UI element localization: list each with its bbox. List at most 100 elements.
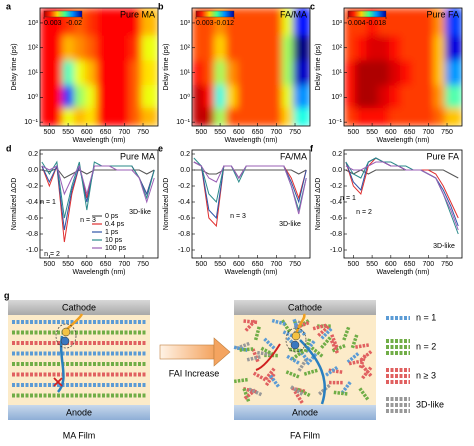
- y-tick-label: 10²: [28, 45, 39, 52]
- crystal-grain: [358, 353, 367, 369]
- y-tick-label: -0.4: [330, 199, 342, 206]
- legend-label: 0 ps: [105, 213, 119, 220]
- heatmap-cells: [344, 8, 462, 126]
- heat-cell: [344, 107, 356, 126]
- heat-cell: [433, 84, 446, 108]
- heat-cell: [248, 60, 260, 86]
- heat-cell: [259, 60, 271, 86]
- heat-cell: [422, 60, 435, 86]
- heat-cell: [293, 8, 310, 36]
- x-tick-label: 600: [81, 129, 93, 136]
- crystal-grain: [239, 347, 254, 352]
- x-tick-label: 700: [270, 129, 282, 136]
- heat-cell: [107, 107, 119, 126]
- heat-cell: [422, 107, 435, 126]
- crystal-grain: [361, 366, 373, 380]
- legend-label: 100 ps: [105, 245, 127, 252]
- x-axis-label: Wavelength (nm): [72, 269, 125, 276]
- y-axis-label: Delay time (ps): [11, 43, 18, 90]
- y-axis-label: Normalized ΔOD: [315, 178, 322, 231]
- y-axis-label: Delay time (ps): [315, 43, 322, 90]
- series-line: [345, 161, 459, 231]
- crystal-grain: [242, 387, 251, 403]
- x-tick-label: 700: [118, 129, 130, 136]
- heat-cell: [248, 84, 260, 108]
- y-tick-label: 10⁻¹: [24, 119, 38, 126]
- heat-cell: [270, 84, 283, 108]
- heat-cell: [344, 8, 356, 36]
- heat-cell: [377, 84, 390, 108]
- heat-cell: [129, 35, 142, 61]
- heat-cell: [411, 107, 423, 126]
- x-tick-label: 650: [100, 129, 112, 136]
- heat-cell: [107, 84, 119, 108]
- crystal-grain: [252, 371, 267, 382]
- heat-cell: [366, 8, 379, 36]
- crystal-grain: [342, 326, 351, 341]
- electron: [291, 331, 301, 341]
- heat-cell: [129, 84, 142, 108]
- series-line: [345, 169, 459, 179]
- heat-cell: [388, 84, 401, 108]
- heat-cell: [203, 8, 215, 36]
- heat-cell: [73, 35, 86, 61]
- carrier-path: [65, 313, 84, 331]
- heat-cell: [236, 84, 249, 108]
- legend-label: n ≥ 3: [416, 370, 436, 380]
- heat-cell: [192, 107, 204, 126]
- heat-cell: [236, 107, 249, 126]
- heatmap-cells: [192, 8, 310, 126]
- annotation: 3D-like: [279, 221, 301, 228]
- heat-cell: [73, 107, 86, 126]
- heat-cell: [214, 60, 227, 86]
- heat-cell: [433, 107, 446, 126]
- panel-label: c: [310, 1, 315, 11]
- y-tick-label: -1.0: [178, 247, 190, 254]
- legend-label: 1 ps: [105, 229, 119, 236]
- annotation: n = 2: [356, 209, 372, 216]
- crystal-grain: [328, 368, 343, 374]
- crystal-grain: [253, 325, 261, 341]
- heat-cell: [96, 107, 108, 126]
- heat-cell: [355, 84, 367, 108]
- crystal-grain: [297, 358, 308, 372]
- heat-cell: [281, 107, 294, 126]
- heat-cell: [203, 84, 215, 108]
- crystal-grain: [348, 359, 364, 366]
- heat-cell: [355, 35, 367, 61]
- arrow-label: FAI Increase: [169, 368, 220, 378]
- heat-cell: [73, 60, 86, 86]
- crystal-grain: [271, 318, 287, 326]
- y-tick-label: 10³: [332, 20, 343, 27]
- cathode-bar: [234, 300, 376, 315]
- heat-cell: [62, 60, 75, 86]
- heat-cell: [40, 107, 52, 126]
- heat-cell: [293, 107, 310, 126]
- crystal-grain: [248, 387, 263, 397]
- heat-cell: [377, 107, 390, 126]
- heat-cell: [248, 8, 260, 36]
- heat-cell: [51, 60, 63, 86]
- heat-cell: [214, 8, 227, 36]
- crystal-grain: [358, 387, 370, 401]
- series-line: [41, 167, 155, 179]
- x-tick-label: 500: [196, 129, 208, 136]
- plot-frame: [343, 149, 463, 259]
- x-tick-label: 650: [404, 261, 416, 268]
- y-tick-label: 10³: [180, 20, 191, 27]
- y-tick-label: -0.8: [178, 231, 190, 238]
- x-tick-label: 500: [44, 261, 56, 268]
- y-tick-label: -0.2: [178, 183, 190, 190]
- crystal-grain: [350, 333, 359, 349]
- heat-cell: [51, 107, 63, 126]
- heat-cell: [141, 84, 158, 108]
- heat-cell: [40, 60, 52, 86]
- block-mark: [53, 377, 63, 387]
- hole: [60, 336, 70, 346]
- heat-cell: [129, 107, 142, 126]
- heat-cell: [203, 60, 215, 86]
- y-tick-label: -0.8: [330, 231, 342, 238]
- heat-cell: [96, 35, 108, 61]
- y-tick-label: -1.0: [330, 247, 342, 254]
